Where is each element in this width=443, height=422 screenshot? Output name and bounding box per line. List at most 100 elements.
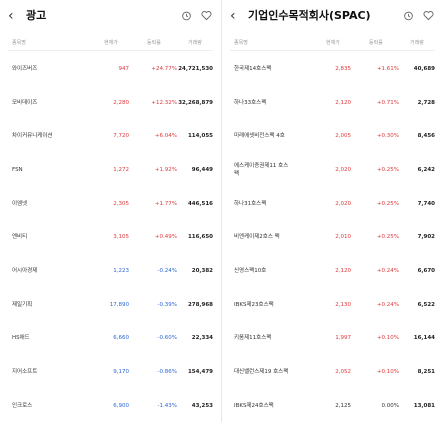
header-actions — [179, 8, 213, 22]
stock-change: +0.30% — [376, 133, 399, 140]
heart-icon[interactable] — [199, 8, 213, 22]
stock-price: 1,223 — [113, 267, 129, 274]
col-name-header: 종목명 — [12, 40, 26, 46]
stock-row[interactable]: 이엠넷 2,305 +1.77% 446,516 — [0, 187, 221, 221]
stock-volume: 8,456 — [417, 133, 435, 140]
stock-name: 하나31호스팩 — [234, 200, 267, 207]
col-price-header: 현재가 — [326, 40, 340, 46]
stock-row[interactable]: 하나31호스팩 2,020 +0.25% 7,740 — [222, 187, 443, 221]
right-panel: ‹ 기업인수목적회사(SPAC) 종목명 현재가 등락률 거래량 한국제14호스… — [222, 0, 443, 422]
stock-price: 2,052 — [335, 369, 351, 376]
stock-row[interactable]: 엔비티 3,105 +0.49% 116,650 — [0, 220, 221, 254]
page-title: 기업인수목적회사(SPAC) — [248, 9, 371, 22]
stock-row[interactable]: FSN 1,272 +1.92% 96,449 — [0, 153, 221, 187]
left-header: ‹ 광고 — [0, 0, 221, 34]
stock-volume: 40,689 — [413, 65, 435, 72]
stock-price: 1,997 — [335, 335, 351, 342]
stock-volume: 278,968 — [187, 301, 213, 308]
stock-row[interactable]: 미래에셋비전스팩 4호 2,005 +0.30% 8,456 — [222, 119, 443, 153]
stock-name: 엔비티 — [12, 234, 28, 241]
stock-name: 에스케이증권제11 호스팩 — [234, 162, 289, 177]
column-headers: 종목명 현재가 등락률 거래량 — [222, 36, 443, 48]
stock-row[interactable]: 대신밸런스제19 호스팩 2,052 +0.10% 8,251 — [222, 355, 443, 389]
stock-price: 2,130 — [335, 301, 351, 308]
stock-price: 9,170 — [113, 369, 129, 376]
stock-volume: 24,721,530 — [178, 65, 213, 72]
stock-name: 한국제14호스팩 — [234, 65, 272, 72]
stock-change: -0.60% — [157, 335, 177, 342]
col-change-header: 등락률 — [369, 40, 383, 46]
stock-volume: 6,670 — [417, 267, 435, 274]
stock-volume: 6,522 — [417, 301, 435, 308]
stock-row[interactable]: 차이커뮤니케이션 7,720 +6.04% 114,055 — [0, 119, 221, 153]
stock-row[interactable]: 지어소프트 9,170 -0.86% 154,479 — [0, 355, 221, 389]
stock-price: 2,120 — [335, 267, 351, 274]
alarm-clock-icon[interactable] — [179, 8, 193, 22]
stock-change: +0.25% — [376, 166, 399, 173]
stock-name: 비엔케이제2호스 팩 — [234, 234, 280, 241]
col-price-header: 현재가 — [104, 40, 118, 46]
stock-name: 차이커뮤니케이션 — [12, 133, 53, 140]
stock-row[interactable]: 모비데이즈 2,280 +12.32% 32,268,879 — [0, 86, 221, 120]
stock-name: 미래에셋비전스팩 4호 — [234, 133, 285, 140]
header-divider — [8, 50, 213, 51]
stock-row[interactable]: 비엔케이제2호스 팩 2,010 +0.25% 7,902 — [222, 220, 443, 254]
stock-price: 2,835 — [335, 65, 351, 72]
stock-row[interactable]: 한국제14호스팩 2,835 +1.61% 40,689 — [222, 52, 443, 86]
back-button[interactable]: ‹ — [8, 8, 14, 24]
stock-name: 신영스팩10호 — [234, 267, 267, 274]
stock-name: 키움제11호스팩 — [234, 335, 272, 342]
stock-name: 와이즈버즈 — [12, 65, 38, 72]
stock-name: 제일기획 — [12, 301, 33, 308]
stock-volume: 22,334 — [191, 335, 213, 342]
stock-price: 6,900 — [113, 402, 129, 409]
stock-volume: 7,902 — [417, 234, 435, 241]
stock-change: +0.24% — [376, 267, 399, 274]
stock-price: 2,020 — [335, 166, 351, 173]
column-headers: 종목명 현재가 등락률 거래량 — [0, 36, 221, 48]
stock-change: +0.10% — [376, 335, 399, 342]
stock-price: 6,660 — [113, 335, 129, 342]
stock-volume: 446,516 — [187, 200, 213, 207]
stock-row[interactable]: 하나33호스팩 2,120 +0.71% 2,728 — [222, 86, 443, 120]
header-divider — [230, 50, 435, 51]
stock-row[interactable]: 와이즈버즈 947 +24.77% 24,721,530 — [0, 52, 221, 86]
stock-volume: 20,382 — [191, 267, 213, 274]
stock-volume: 2,728 — [417, 99, 435, 106]
stock-row[interactable]: 제일기획 17,890 -0.39% 278,968 — [0, 288, 221, 322]
back-button[interactable]: ‹ — [230, 8, 236, 24]
left-panel: ‹ 광고 종목명 현재가 등락률 거래량 와이즈버즈 947 +24.77% 24,7… — [0, 0, 221, 422]
stock-price: 2,305 — [113, 200, 129, 207]
stock-change: +0.25% — [376, 234, 399, 241]
stock-row[interactable]: HS애드 6,660 -0.60% 22,334 — [0, 322, 221, 356]
stock-change: -1.43% — [157, 402, 177, 409]
stock-change: 0.00% — [381, 402, 399, 409]
alarm-clock-icon[interactable] — [401, 8, 415, 22]
stock-change: -0.24% — [157, 267, 177, 274]
stock-row[interactable]: 신영스팩10호 2,120 +0.24% 6,670 — [222, 254, 443, 288]
stock-list: 한국제14호스팩 2,835 +1.61% 40,689 하나33호스팩 2,120 +0.… — [222, 52, 443, 422]
stock-name: 하나33호스팩 — [234, 99, 267, 106]
stock-change: +1.92% — [154, 166, 177, 173]
stock-price: 2,280 — [113, 99, 129, 106]
stock-change: +24.77% — [151, 65, 177, 72]
stock-change: +0.10% — [376, 369, 399, 376]
stock-row[interactable]: 인크로스 6,900 -1.43% 43,253 — [0, 389, 221, 422]
col-volume-header: 거래량 — [410, 40, 424, 46]
stock-price: 7,720 — [113, 133, 129, 140]
stock-row[interactable]: 어시아경제 1,223 -0.24% 20,382 — [0, 254, 221, 288]
stock-row[interactable]: 에스케이증권제11 호스팩 2,020 +0.25% 6,242 — [222, 153, 443, 187]
heart-icon[interactable] — [421, 8, 435, 22]
stock-row[interactable]: IBKS제23호스팩 2,130 +0.24% 6,522 — [222, 288, 443, 322]
stock-name: 대신밸런스제19 호스팩 — [234, 369, 289, 376]
stock-change: +12.32% — [151, 99, 177, 106]
stock-price: 1,272 — [113, 166, 129, 173]
stock-row[interactable]: IBKS제24호스팩 2,125 0.00% 13,081 — [222, 389, 443, 422]
stock-price: 947 — [118, 65, 130, 72]
stock-row[interactable]: 키움제11호스팩 1,997 +0.10% 16,144 — [222, 322, 443, 356]
col-name-header: 종목명 — [234, 40, 248, 46]
stock-change: +0.49% — [154, 234, 177, 241]
stock-name: IBKS제23호스팩 — [234, 301, 274, 308]
stock-price: 2,120 — [335, 99, 351, 106]
panel-divider — [221, 0, 222, 422]
